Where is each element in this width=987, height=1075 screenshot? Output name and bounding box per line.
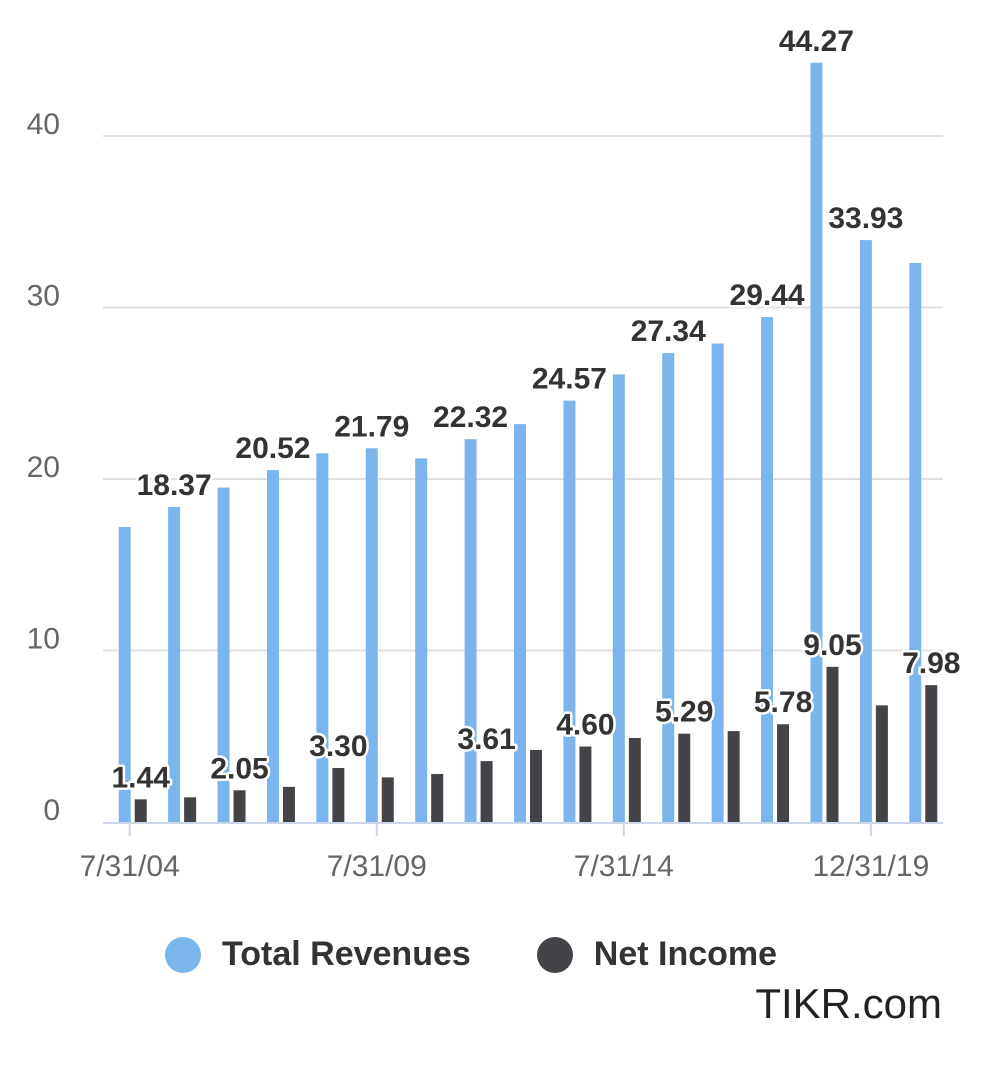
y-axis: 0 10 20 30 40 xyxy=(27,108,60,827)
net-income-data-label: 1.44 xyxy=(112,761,171,794)
y-tick-label: 40 xyxy=(27,108,60,141)
revenue-bar xyxy=(662,353,675,822)
net-income-bar xyxy=(381,777,394,822)
legend: Total Revenues Net Income xyxy=(165,935,843,974)
revenue-data-label: 22.32 xyxy=(433,401,508,434)
revenue-bar xyxy=(415,458,428,822)
y-tick-label: 10 xyxy=(27,623,60,656)
net-income-bar xyxy=(431,773,444,822)
revenue-bar xyxy=(118,527,131,822)
net-income-bar xyxy=(579,746,592,822)
revenue-bar xyxy=(316,453,329,822)
revenue-bar xyxy=(217,487,230,822)
legend-label-total-revenues: Total Revenues xyxy=(222,935,471,973)
y-tick-label: 0 xyxy=(43,794,60,827)
revenue-bar xyxy=(464,439,477,822)
x-tick-label: 7/31/04 xyxy=(80,850,180,883)
net-income-bar xyxy=(826,666,839,822)
legend-item-net-income[interactable]: Net Income xyxy=(536,935,778,974)
x-tick-label: 7/31/14 xyxy=(574,850,674,883)
legend-swatch-total-revenues xyxy=(165,936,201,973)
revenue-data-label: 27.34 xyxy=(631,315,706,348)
net-income-data-label: 5.29 xyxy=(655,696,713,729)
net-income-bar xyxy=(282,786,295,822)
net-income-bar xyxy=(530,749,542,822)
x-axis: 7/31/04 7/31/09 7/31/14 12/31/19 xyxy=(80,822,943,883)
revenue-data-label: 24.57 xyxy=(532,363,607,396)
revenue-bar xyxy=(365,448,378,822)
x-tick-label: 7/31/09 xyxy=(327,850,427,883)
revenue-data-label: 44.27 xyxy=(779,25,854,58)
revenue-bar xyxy=(810,62,823,822)
data-labels: 18.37 20.52 21.79 22.32 24.57 27.34 29.44 44.27… xyxy=(109,22,963,797)
net-income-bar xyxy=(678,733,691,822)
net-income-bar xyxy=(777,724,790,822)
revenue-bar xyxy=(563,400,576,822)
net-income-data-label: 4.60 xyxy=(556,709,614,742)
net-income-bar xyxy=(727,731,740,822)
net-income-data-label: 2.05 xyxy=(210,752,268,785)
revenue-data-label: 18.37 xyxy=(137,469,212,502)
revenue-data-label: 20.52 xyxy=(235,432,310,465)
revenue-bar xyxy=(711,343,724,822)
net-income-bar xyxy=(480,761,493,822)
net-income-bar xyxy=(332,767,345,822)
legend-swatch-net-income xyxy=(536,936,573,973)
net-income-data-label: 9.05 xyxy=(803,629,861,662)
revenue-data-label: 21.79 xyxy=(334,410,409,443)
x-tick-label: 12/31/19 xyxy=(812,850,929,883)
net-income-bar xyxy=(134,799,147,822)
revenue-bar xyxy=(266,470,279,822)
revenue-bar xyxy=(168,506,181,822)
revenue-bar xyxy=(612,374,625,822)
legend-item-total-revenues[interactable]: Total Revenues xyxy=(165,935,471,974)
net-income-data-label: 7.98 xyxy=(902,647,960,680)
revenue-data-label: 29.44 xyxy=(730,279,805,312)
revenue-bar xyxy=(761,317,774,822)
net-income-bar xyxy=(184,797,197,822)
net-income-data-label: 3.61 xyxy=(457,723,515,756)
net-income-bar xyxy=(233,790,246,822)
net-income-bar xyxy=(875,705,888,822)
revenue-bar xyxy=(909,262,922,822)
revenue-bar xyxy=(859,240,872,823)
y-tick-label: 30 xyxy=(27,280,60,313)
revenue-bar xyxy=(514,424,526,822)
net-income-data-label: 3.30 xyxy=(309,730,367,763)
bars xyxy=(118,62,938,823)
net-income-bar xyxy=(628,737,641,822)
brand-watermark: TIKR.com xyxy=(755,980,942,1027)
y-tick-label: 20 xyxy=(27,451,60,484)
net-income-data-label: 5.78 xyxy=(754,686,812,719)
net-income-bar xyxy=(925,685,938,822)
legend-label-net-income: Net Income xyxy=(593,935,778,973)
revenue-data-label: 33.93 xyxy=(828,202,903,235)
